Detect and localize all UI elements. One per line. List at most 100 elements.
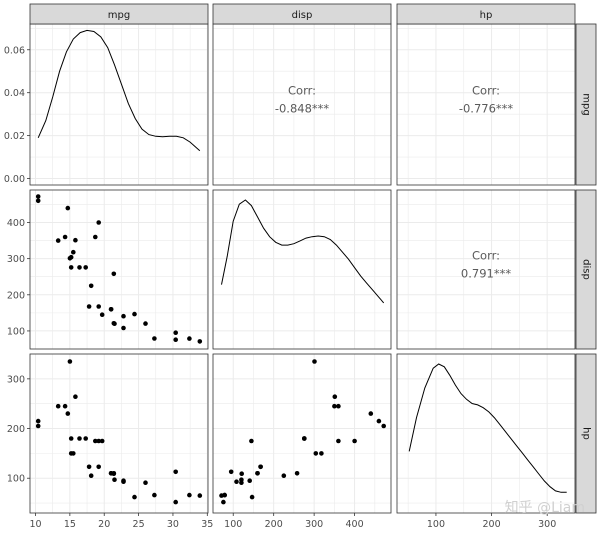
panel-border bbox=[396, 353, 576, 514]
strip-label-right: mpg bbox=[581, 93, 592, 115]
panel-border bbox=[29, 353, 209, 514]
scatter-point-hp-vs-mpg bbox=[197, 493, 203, 498]
correlation-value: -0.776*** bbox=[459, 102, 514, 116]
panel-border bbox=[212, 353, 392, 514]
panel-background bbox=[30, 354, 208, 513]
scatter-point-disp-vs-mpg bbox=[132, 311, 137, 317]
scatter-point-hp-vs-disp bbox=[258, 464, 263, 470]
scatter-point-hp-vs-disp bbox=[332, 403, 337, 409]
strip-top-mpg bbox=[29, 3, 209, 25]
x-tick-label: 400 bbox=[346, 519, 364, 530]
scatter-point-hp-vs-mpg bbox=[173, 469, 178, 475]
scatter-point-hp-vs-disp bbox=[302, 436, 307, 441]
scatter-point-hp-vs-disp bbox=[249, 438, 254, 444]
y-tick-label: 100 bbox=[7, 474, 25, 485]
panel-background bbox=[397, 354, 575, 513]
density-curve-disp bbox=[221, 199, 385, 304]
x-tick-label: 200 bbox=[265, 519, 283, 530]
scatter-point-hp-vs-disp bbox=[247, 478, 252, 484]
x-tick-label: 100 bbox=[427, 519, 445, 530]
scatter-point-disp-vs-mpg bbox=[108, 307, 114, 312]
scatter-point-disp-vs-mpg bbox=[83, 265, 88, 270]
correlation-label: Corr: bbox=[472, 249, 500, 263]
x-tick-label: 25 bbox=[133, 519, 145, 530]
scatter-point-disp-vs-mpg bbox=[111, 321, 117, 326]
scatter-point-hp-vs-disp bbox=[332, 394, 338, 400]
scatter-point-disp-vs-mpg bbox=[173, 330, 178, 336]
scatter-point-hp-vs-disp bbox=[312, 359, 317, 364]
scatter-point-hp-vs-disp bbox=[381, 423, 387, 429]
panel-border bbox=[29, 189, 209, 350]
scatter-point-hp-vs-disp bbox=[228, 469, 234, 475]
scatter-point-disp-vs-mpg bbox=[86, 304, 92, 309]
scatter-point-hp-vs-disp bbox=[294, 471, 300, 476]
strip-right-mpg bbox=[575, 23, 597, 186]
scatter-point-disp-vs-mpg bbox=[35, 198, 41, 204]
x-tick-label: 200 bbox=[482, 519, 500, 530]
scatter-point-disp-vs-mpg bbox=[96, 220, 101, 225]
y-tick-label: 0.06 bbox=[4, 45, 25, 56]
scatter-point-hp-vs-mpg bbox=[35, 418, 41, 424]
scatter-point-hp-vs-mpg bbox=[152, 492, 157, 498]
scatter-point-hp-vs-disp bbox=[239, 471, 244, 477]
panel-background bbox=[30, 24, 208, 185]
scatter-point-hp-vs-mpg bbox=[88, 473, 94, 479]
y-tick-label: 300 bbox=[7, 374, 25, 385]
scatter-point-hp-vs-mpg bbox=[96, 464, 101, 470]
scatter-point-disp-vs-mpg bbox=[121, 325, 126, 331]
scatter-point-hp-vs-mpg bbox=[143, 480, 148, 486]
y-tick-label: 0.02 bbox=[4, 131, 25, 142]
scatter-point-hp-vs-mpg bbox=[111, 471, 117, 477]
scatter-point-hp-vs-mpg bbox=[112, 477, 117, 483]
x-tick-label: 100 bbox=[224, 519, 242, 530]
x-tick-label: 300 bbox=[538, 519, 556, 530]
x-tick-label: 20 bbox=[98, 519, 110, 530]
scatter-point-disp-vs-mpg bbox=[111, 271, 117, 277]
scatter-point-hp-vs-disp bbox=[221, 499, 226, 505]
y-tick-label: 200 bbox=[7, 290, 25, 301]
scatter-point-disp-vs-mpg bbox=[73, 237, 78, 243]
panel-border bbox=[396, 189, 576, 350]
scatter-point-disp-vs-mpg bbox=[71, 249, 76, 255]
y-tick-label: 300 bbox=[7, 254, 25, 265]
scatter-point-hp-vs-mpg bbox=[77, 436, 82, 441]
correlation-label: Corr: bbox=[472, 84, 500, 98]
scatter-point-disp-vs-mpg bbox=[62, 234, 68, 240]
strip-label-top: disp bbox=[292, 10, 313, 21]
scatter-point-hp-vs-mpg bbox=[65, 411, 71, 416]
scatter-point-disp-vs-mpg bbox=[121, 313, 126, 319]
watermark-text: 知乎 @Liam bbox=[505, 499, 585, 516]
x-tick-label: 35 bbox=[201, 519, 213, 530]
panel-border bbox=[212, 189, 392, 350]
scatter-point-hp-vs-disp bbox=[352, 438, 357, 444]
panel-background bbox=[397, 190, 575, 349]
scatter-point-disp-vs-mpg bbox=[65, 205, 71, 211]
scatter-point-hp-vs-disp bbox=[239, 480, 244, 486]
panel-background bbox=[213, 354, 391, 513]
scatter-point-hp-vs-mpg bbox=[68, 436, 74, 441]
panel-background bbox=[213, 24, 391, 185]
scatter-point-disp-vs-mpg bbox=[143, 321, 148, 326]
scatter-point-disp-vs-mpg bbox=[88, 283, 94, 289]
scatter-point-disp-vs-mpg bbox=[55, 238, 61, 243]
y-tick-label: 400 bbox=[7, 218, 25, 229]
panel-background bbox=[213, 190, 391, 349]
scatter-point-hp-vs-mpg bbox=[187, 492, 192, 498]
density-curve-hp bbox=[408, 363, 567, 493]
scatter-point-disp-vs-mpg bbox=[93, 234, 98, 240]
scatter-point-hp-vs-disp bbox=[376, 418, 382, 424]
x-tick-label: 30 bbox=[167, 519, 179, 530]
correlation-value: 0.791*** bbox=[461, 267, 511, 281]
scatter-point-hp-vs-disp bbox=[319, 451, 324, 456]
scatter-point-disp-vs-mpg bbox=[152, 336, 157, 341]
x-tick-label: 10 bbox=[29, 519, 41, 530]
scatter-point-disp-vs-mpg bbox=[99, 312, 105, 318]
scatter-point-hp-vs-mpg bbox=[68, 451, 74, 456]
scatter-point-hp-vs-disp bbox=[336, 438, 341, 444]
scatter-point-disp-vs-mpg bbox=[173, 337, 178, 343]
scatter-point-hp-vs-mpg bbox=[67, 359, 73, 364]
panel-background bbox=[30, 190, 208, 349]
scatter-point-hp-vs-disp bbox=[336, 403, 341, 409]
y-tick-label: 0.04 bbox=[4, 88, 25, 99]
